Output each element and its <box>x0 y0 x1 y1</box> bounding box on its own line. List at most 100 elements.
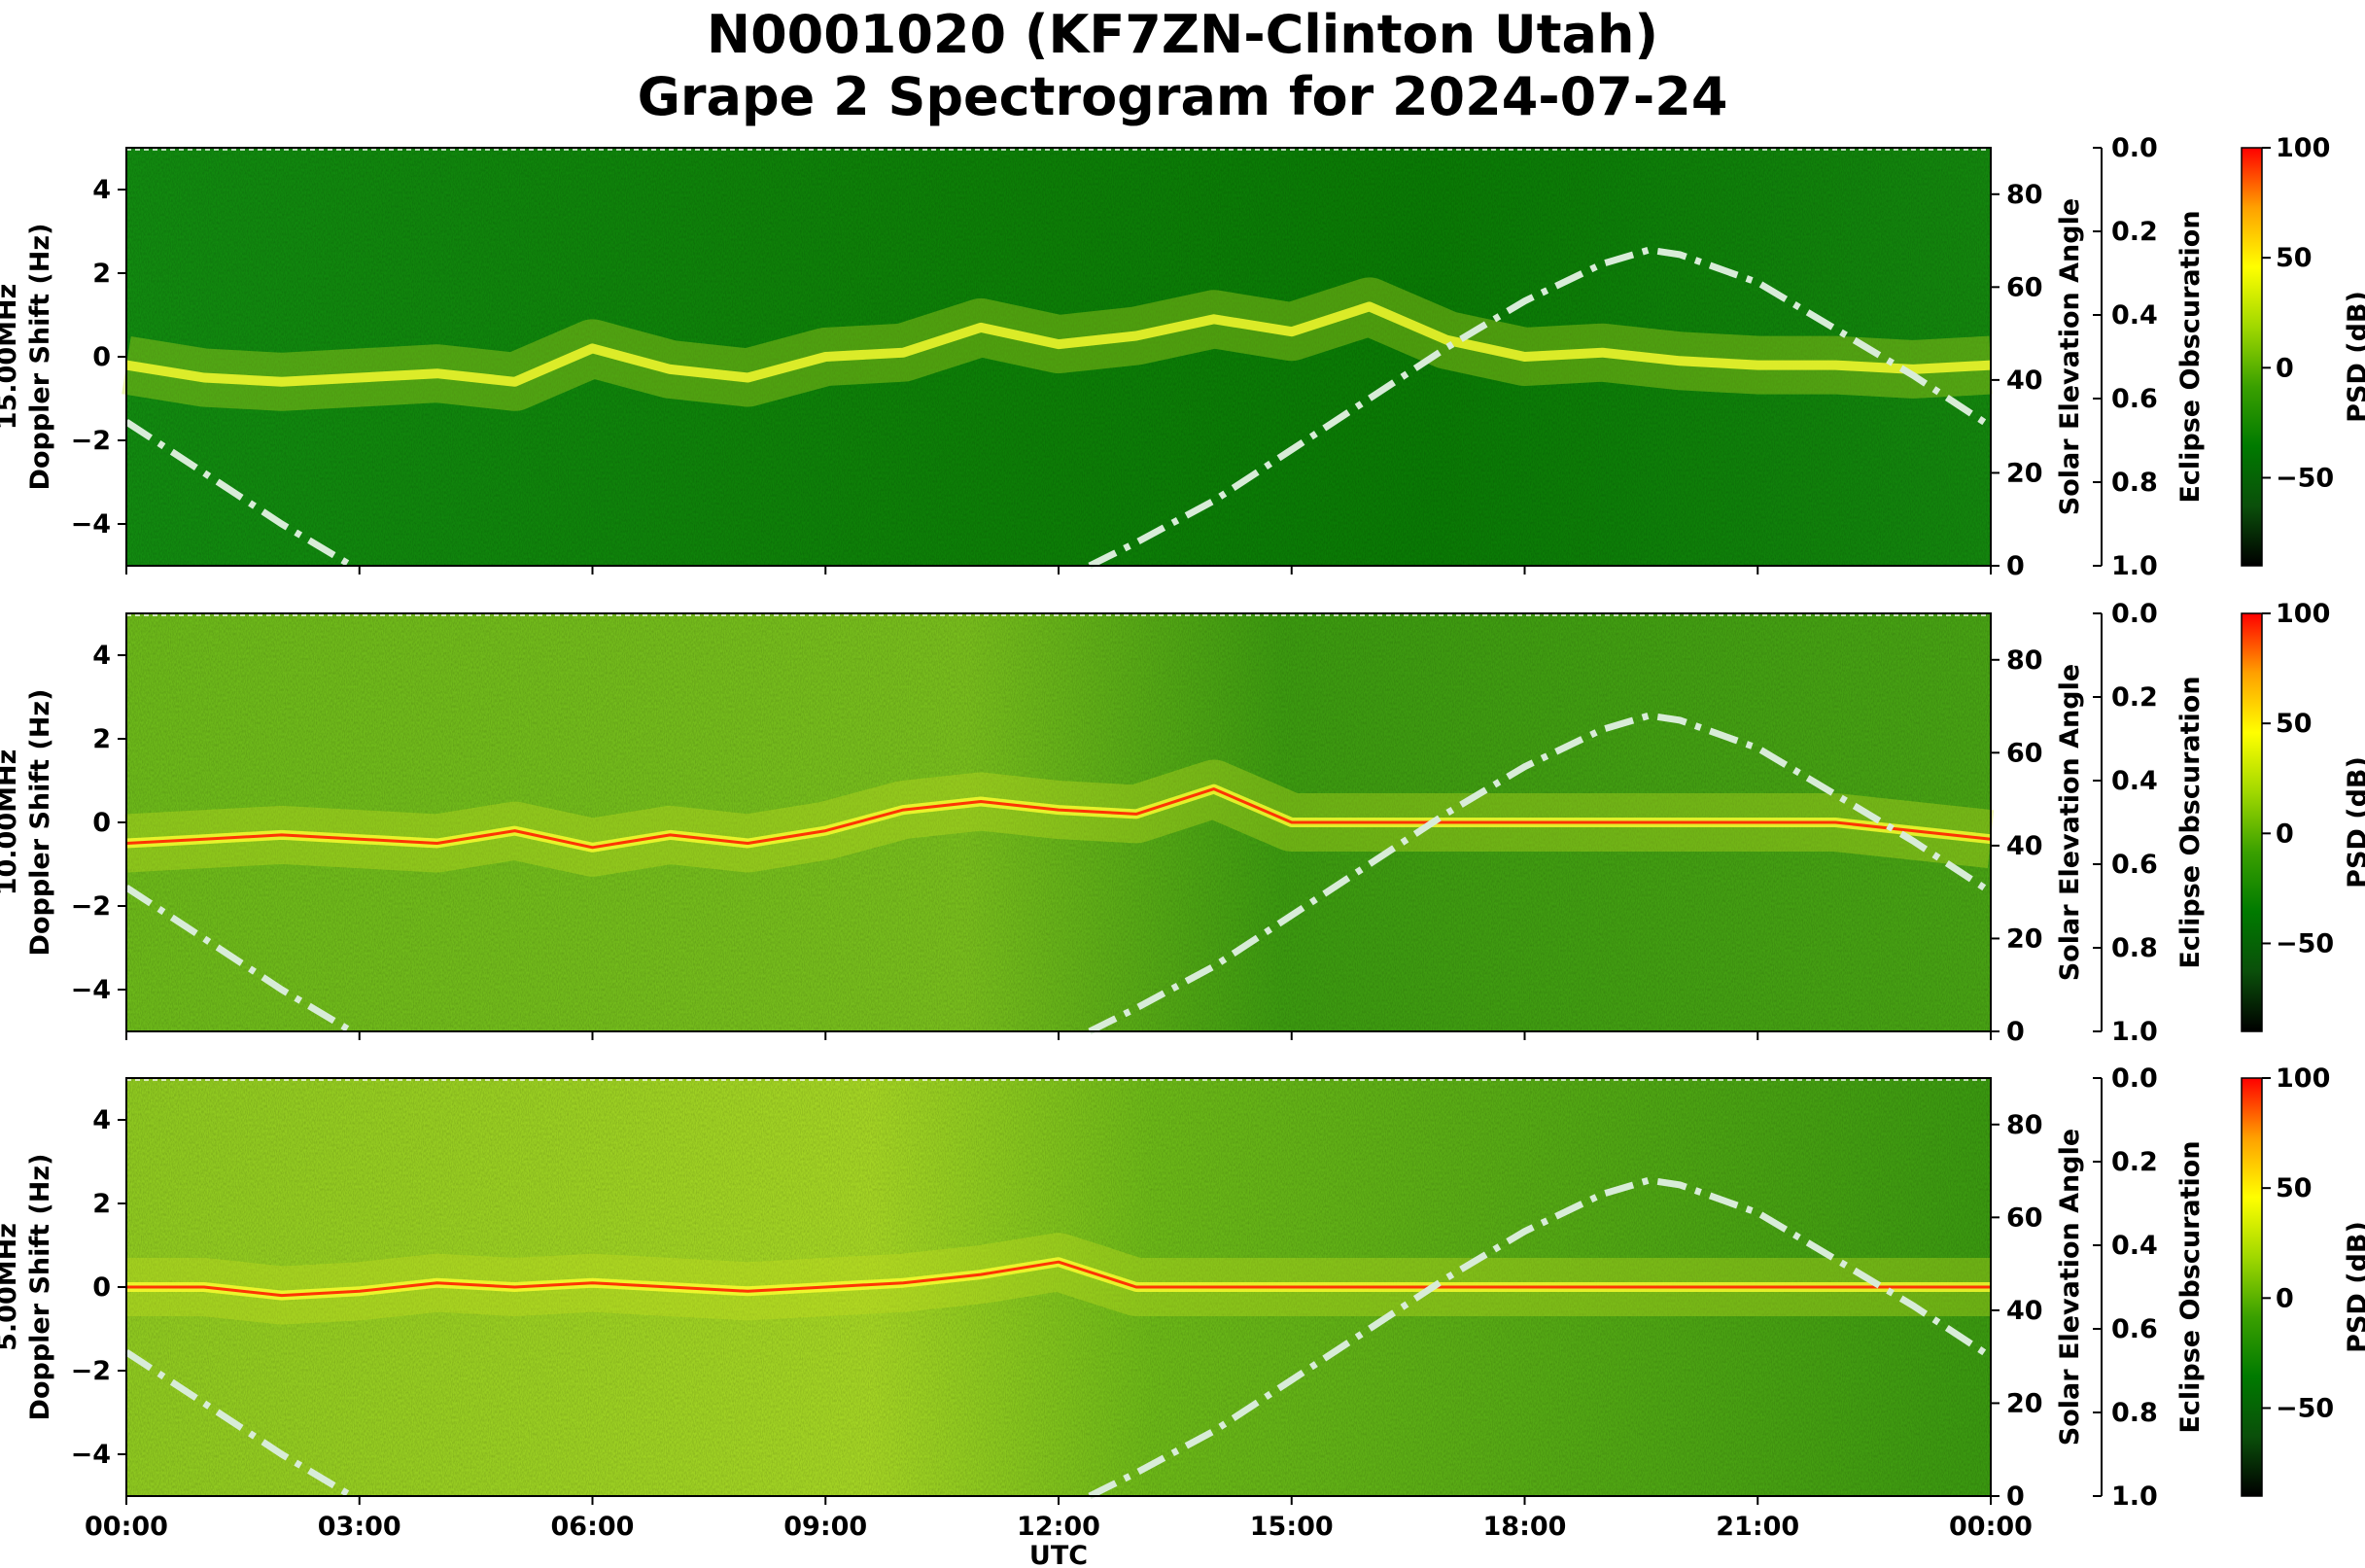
y3-tick-label: 0.4 <box>2111 1231 2158 1261</box>
x-tick-label: 03:00 <box>318 1512 401 1542</box>
solar-elevation-curve <box>124 884 354 1035</box>
x-tick-label: 21:00 <box>1716 1512 1799 1542</box>
colorbar <box>2241 612 2263 1032</box>
y2-tick-label: 40 <box>2006 831 2043 861</box>
y-axis-label: Doppler Shift (Hz) <box>25 689 55 957</box>
panel-frequency-label: 15.00MHz <box>0 284 22 431</box>
y2-axis-label: Solar Elevation Angle <box>2055 198 2085 515</box>
y3-tick-label: 0.0 <box>2111 133 2158 163</box>
y-tick-label: 4 <box>92 641 111 671</box>
panel-frequency-label: 10.00MHz <box>0 749 22 896</box>
y2-axis-label-group: Solar Elevation Angle <box>2055 198 2085 515</box>
y2-tick-label: 20 <box>2006 923 2043 954</box>
x-tick-label: 00:00 <box>1949 1512 2033 1542</box>
colorbar-label-group: PSD (dB) <box>2343 756 2365 889</box>
y3-tick-label: 0.6 <box>2111 384 2158 414</box>
colorbar-label: PSD (dB) <box>2343 756 2365 889</box>
solar-elevation-curve <box>1088 1176 1993 1500</box>
y2-tick-label: 80 <box>2006 180 2043 210</box>
y3-tick-label: 0.8 <box>2111 933 2158 963</box>
figure-title-line2: Grape 2 Spectrogram for 2024-07-24 <box>637 66 1728 127</box>
y2-tick-label: 60 <box>2006 1202 2043 1233</box>
colorbar-label: PSD (dB) <box>2343 1221 2365 1353</box>
y-tick-label: −2 <box>71 426 111 456</box>
y2-tick-label: 0 <box>2006 1017 2025 1047</box>
colorbar-tick-label: 50 <box>2276 1173 2313 1203</box>
y3-tick-label: 0.8 <box>2111 1398 2158 1428</box>
colorbar-tick-label: 50 <box>2276 243 2313 273</box>
colorbar-tick-label: 50 <box>2276 709 2313 739</box>
solar-elevation-curve <box>1088 712 1993 1035</box>
colorbar <box>2241 1077 2263 1497</box>
colorbar-tick-label: −50 <box>2276 1393 2334 1423</box>
y2-axis-label: Solar Elevation Angle <box>2055 664 2085 981</box>
colorbar-label-group: PSD (dB) <box>2343 1221 2365 1353</box>
colorbar-tick-label: 0 <box>2276 819 2294 849</box>
x-tick-label: 15:00 <box>1250 1512 1334 1542</box>
y-tick-label: 0 <box>92 342 111 372</box>
y3-axis-label-group: Eclipse Obscuration <box>2175 676 2206 968</box>
colorbar <box>2241 147 2263 567</box>
y2-tick-label: 60 <box>2006 738 2043 768</box>
y2-tick-label: 0 <box>2006 551 2025 581</box>
y3-axis-label: Eclipse Obscuration <box>2175 676 2206 968</box>
y3-tick-label: 1.0 <box>2111 1481 2158 1512</box>
y2-tick-label: 60 <box>2006 272 2043 302</box>
y3-axis-label-group: Eclipse Obscuration <box>2175 210 2206 503</box>
y2-tick-label: 40 <box>2006 366 2043 396</box>
y-tick-label: −4 <box>71 1440 111 1470</box>
doppler-trace <box>125 301 1992 387</box>
y-tick-label: 0 <box>92 1272 111 1303</box>
y3-tick-label: 0.6 <box>2111 1314 2158 1344</box>
y3-axis-label-group: Eclipse Obscuration <box>2175 1140 2206 1433</box>
y-tick-label: −4 <box>71 509 111 540</box>
y-axis-label-group: 15.00MHz Doppler Shift (Hz) <box>0 224 55 491</box>
doppler-trace-peak <box>126 1260 1991 1298</box>
y3-tick-label: 0.2 <box>2111 217 2158 247</box>
y2-axis-label-group: Solar Elevation Angle <box>2055 1129 2085 1446</box>
y3-tick-label: 0.2 <box>2111 682 2158 713</box>
solar-elevation-curve <box>124 1348 354 1500</box>
y3-axis-label: Eclipse Obscuration <box>2175 210 2206 503</box>
y2-tick-label: 0 <box>2006 1481 2025 1512</box>
y-axis-label-group: 10.00MHz Doppler Shift (Hz) <box>0 689 55 957</box>
y3-tick-label: 0.8 <box>2111 468 2158 498</box>
y-axis-label: Doppler Shift (Hz) <box>25 1154 55 1421</box>
y2-axis-label: Solar Elevation Angle <box>2055 1129 2085 1446</box>
y-tick-label: 2 <box>92 259 111 289</box>
y3-axis-label: Eclipse Obscuration <box>2175 1140 2206 1433</box>
y3-tick-label: 0.4 <box>2111 766 2158 796</box>
panel-frequency-label: 5.00MHz <box>0 1223 22 1351</box>
y3-tick-label: 0.4 <box>2111 300 2158 331</box>
panel-1: 420−2−410.00MHz Doppler Shift (Hz)0204060… <box>0 599 2365 1047</box>
x-tick-label: 12:00 <box>1017 1512 1100 1542</box>
colorbar-label-group: PSD (dB) <box>2343 291 2365 423</box>
colorbar-tick-label: −50 <box>2276 928 2334 958</box>
y3-tick-label: 0.6 <box>2111 850 2158 880</box>
figure-title: N0001020 (KF7ZN-Clinton Utah) Grape 2 Sp… <box>0 0 2365 128</box>
solar-elevation-curve <box>1088 246 1993 570</box>
panel-0: 420−2−415.00MHz Doppler Shift (Hz)0204060… <box>0 133 2365 581</box>
colorbar-tick-label: 0 <box>2276 353 2294 383</box>
x-tick-label: 06:00 <box>551 1512 635 1542</box>
colorbar-tick-label: 100 <box>2276 599 2330 629</box>
y3-tick-label: 0.0 <box>2111 1063 2158 1094</box>
y-axis-label: Doppler Shift (Hz) <box>25 224 55 491</box>
x-axis-label: UTC <box>1029 1541 1088 1568</box>
y2-axis-label-group: Solar Elevation Angle <box>2055 664 2085 981</box>
colorbar-tick-label: 0 <box>2276 1283 2294 1313</box>
y-tick-label: 0 <box>92 808 111 838</box>
y-tick-label: 4 <box>92 175 111 205</box>
doppler-trace-peak <box>125 787 1992 850</box>
y2-tick-label: 40 <box>2006 1296 2043 1326</box>
colorbar-tick-label: −50 <box>2276 463 2334 493</box>
y-tick-label: 4 <box>92 1105 111 1135</box>
x-tick-label: 18:00 <box>1483 1512 1567 1542</box>
y3-tick-label: 1.0 <box>2111 551 2158 581</box>
y3-tick-label: 1.0 <box>2111 1017 2158 1047</box>
colorbar-label: PSD (dB) <box>2343 291 2365 423</box>
y2-tick-label: 80 <box>2006 1110 2043 1140</box>
y3-tick-label: 0.0 <box>2111 599 2158 629</box>
x-tick-label: 09:00 <box>783 1512 867 1542</box>
